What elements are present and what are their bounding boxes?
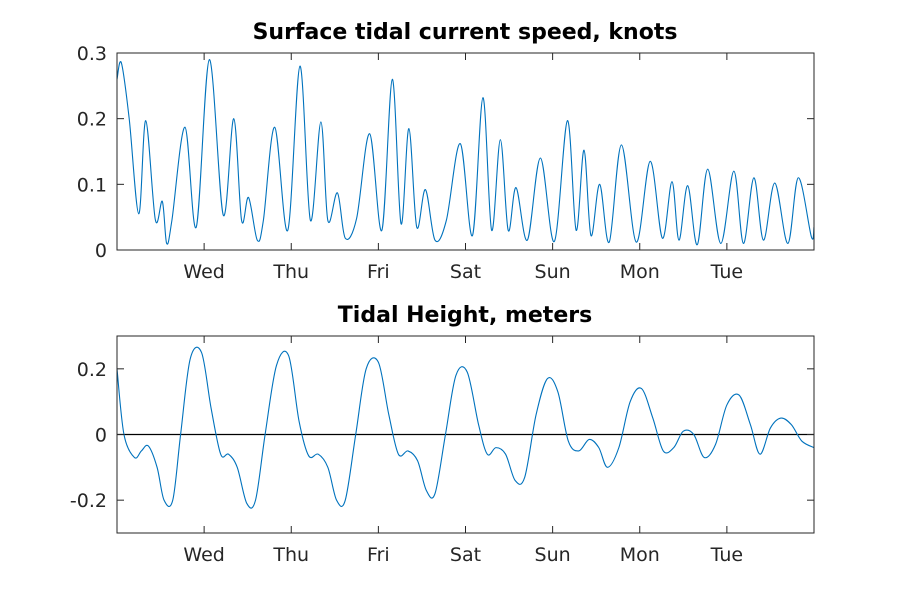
axis-ticks: Wed Thu Fri Sat Sun Mon Tue -0.2 0 0.2 [70, 336, 814, 566]
x-tick-label: Sat [450, 261, 481, 283]
plot-area [116, 346, 815, 509]
x-tick-label: Thu [272, 544, 309, 566]
plot-area [116, 59, 815, 246]
series-line-0 [116, 346, 815, 509]
y-tick-label: 0 [95, 240, 107, 262]
x-tick-label: Mon [620, 261, 660, 283]
x-tick-label: Thu [272, 261, 309, 283]
axis-ticks: Wed Thu Fri Sat Sun Mon Tue 0 0.1 0.2 0.3 [77, 43, 814, 283]
x-tick-label: Mon [620, 544, 660, 566]
y-tick-label: 0.2 [77, 359, 107, 381]
y-tick-label: 0.2 [77, 109, 107, 131]
x-tick-label: Fri [367, 544, 390, 566]
x-tick-label: Tue [710, 261, 743, 283]
x-tick-label: Sun [535, 544, 571, 566]
y-tick-label: -0.2 [70, 490, 107, 512]
x-tick-label: Sun [535, 261, 571, 283]
series-line-0 [116, 59, 815, 246]
y-tick-label: 0.1 [77, 174, 107, 196]
tidal-height-panel: Tidal Height, meters Wed Thu Fri Sat Sun Mon T… [70, 303, 815, 566]
x-tick-label: Fri [367, 261, 390, 283]
x-tick-label: Wed [183, 261, 224, 283]
chart-title: Surface tidal current speed, knots [253, 20, 678, 45]
y-tick-label: 0 [95, 425, 107, 447]
current-speed-panel: Surface tidal current speed, knots Wed Th… [77, 20, 815, 283]
x-tick-label: Sat [450, 544, 481, 566]
x-tick-label: Tue [710, 544, 743, 566]
x-tick-label: Wed [183, 544, 224, 566]
y-tick-label: 0.3 [77, 43, 107, 65]
axes-box [116, 52, 815, 251]
chart-title: Tidal Height, meters [338, 303, 592, 328]
